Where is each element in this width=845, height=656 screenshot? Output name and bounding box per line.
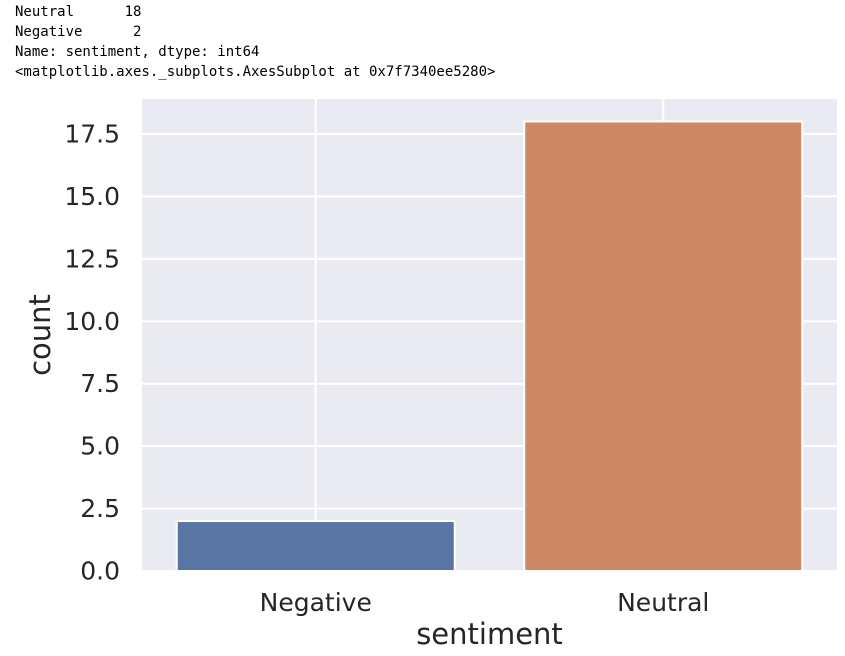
x-tick-label: Negative — [260, 588, 372, 617]
y-tick-label: 17.5 — [64, 119, 120, 148]
y-tick-label: 7.5 — [80, 369, 120, 398]
x-axis-label: sentiment — [416, 617, 563, 651]
y-axis-label: count — [23, 294, 57, 376]
console-output: Neutral 18 Negative 2 Name: sentiment, d… — [15, 2, 495, 82]
y-tick-label: 12.5 — [64, 244, 120, 273]
console-line: Neutral 18 — [15, 4, 142, 20]
y-tick-label: 0.0 — [80, 557, 120, 586]
console-line: Name: sentiment, dtype: int64 — [15, 44, 260, 60]
y-tick-label: 2.5 — [80, 494, 120, 523]
console-line: Negative 2 — [15, 24, 142, 40]
bars — [175, 120, 804, 573]
x-tick-label: Neutral — [617, 588, 709, 617]
y-tick-label: 15.0 — [64, 182, 120, 211]
y-tick-labels: 0.0 2.5 5.0 7.5 10.0 12.5 15.0 17.5 — [64, 119, 120, 585]
bar-negative — [175, 520, 456, 573]
y-tick-label: 10.0 — [64, 307, 120, 336]
x-tick-labels: Negative Neutral — [260, 588, 710, 617]
console-line: <matplotlib.axes._subplots.AxesSubplot a… — [15, 64, 496, 80]
bar-neutral — [523, 120, 804, 572]
y-tick-label: 5.0 — [80, 432, 120, 461]
